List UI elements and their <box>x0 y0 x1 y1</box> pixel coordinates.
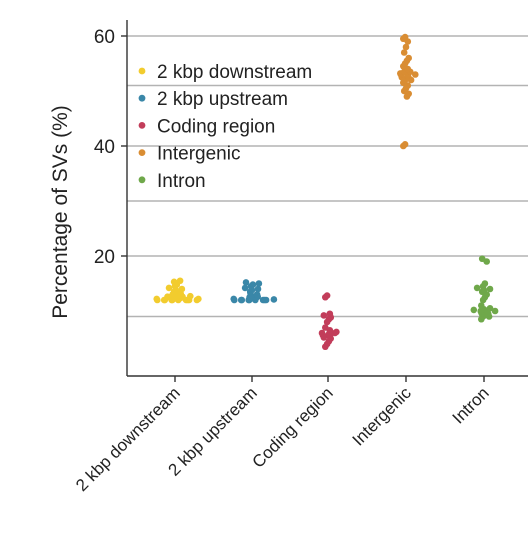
data-point <box>153 295 160 303</box>
data-point <box>241 284 249 292</box>
data-point <box>323 292 331 299</box>
data-point <box>170 278 178 286</box>
y-tick-label: 60 <box>94 27 115 48</box>
data-point <box>165 284 173 292</box>
data-point <box>178 285 186 293</box>
data-point <box>249 281 257 288</box>
y-axis: 20 40 60 <box>94 27 127 268</box>
y-tick-label: 40 <box>94 137 115 158</box>
data-point <box>486 285 494 293</box>
data-points <box>153 33 499 351</box>
legend-marker <box>138 94 146 102</box>
data-point <box>481 280 489 287</box>
y-tick-label: 20 <box>94 247 115 268</box>
gridlines <box>127 35 528 318</box>
data-point <box>491 307 499 315</box>
data-point <box>473 284 481 292</box>
x-tick-label: Intron <box>449 383 493 427</box>
legend-marker <box>138 67 146 75</box>
data-point <box>262 296 270 304</box>
data-point <box>333 328 340 336</box>
data-point <box>320 312 328 319</box>
x-tick-label: Coding region <box>249 383 337 471</box>
data-point <box>195 295 202 303</box>
data-point <box>326 310 334 318</box>
data-point <box>176 277 184 285</box>
data-point <box>486 304 494 312</box>
x-tick-label: Intergenic <box>349 383 416 450</box>
data-point <box>478 255 486 263</box>
data-point <box>164 293 171 301</box>
data-point <box>253 291 261 298</box>
legend: 2 kbp downstream 2 kbp upstream Coding reg… <box>138 62 312 192</box>
data-point <box>187 292 194 300</box>
legend-marker <box>138 176 146 184</box>
data-point <box>478 302 485 309</box>
legend-label: 2 kbp upstream <box>157 89 288 110</box>
data-point <box>242 279 250 286</box>
legend-label: 2 kbp downstream <box>157 62 312 83</box>
legend-label: Intron <box>157 171 206 192</box>
data-point <box>255 280 263 287</box>
data-point <box>270 296 278 303</box>
data-point <box>412 71 419 78</box>
legend-marker <box>138 122 146 129</box>
data-point <box>322 324 329 331</box>
data-point <box>400 49 408 56</box>
data-point <box>254 285 262 293</box>
y-axis-title: Percentage of SVs (%) <box>49 105 72 319</box>
data-point <box>318 329 326 337</box>
legend-marker <box>138 149 146 157</box>
legend-label: Coding region <box>157 116 275 137</box>
data-point <box>401 141 409 148</box>
data-point <box>401 33 409 41</box>
data-point <box>470 306 478 314</box>
data-point <box>402 43 410 51</box>
data-point <box>237 296 245 304</box>
x-tick-label: 2 kbp downstream <box>72 383 184 495</box>
data-point <box>405 54 413 62</box>
legend-label: Intergenic <box>157 144 240 165</box>
data-point <box>230 295 237 303</box>
